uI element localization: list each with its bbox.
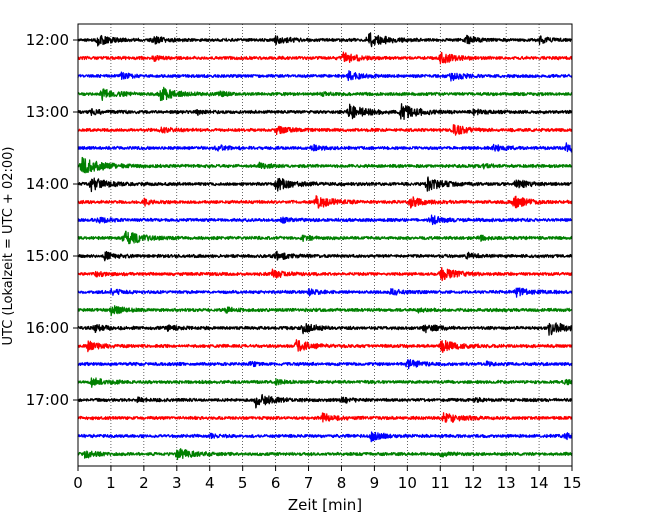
seismogram-trace: [77, 176, 573, 193]
y-tick-label: 14:00: [26, 175, 69, 193]
x-tick-label: 13: [497, 474, 516, 492]
x-tick-label: 7: [304, 474, 314, 492]
seismogram-trace: [77, 412, 573, 423]
y-axis-ticks: 12:00 13:00 14:00 15:00 16:00 17:00: [26, 31, 78, 409]
seismogram-trace: [77, 339, 573, 353]
y-tick-label: 17:00: [26, 391, 69, 409]
x-tick-label: 4: [205, 474, 215, 492]
seismogram-trace: [77, 70, 573, 82]
x-axis-ticks: 0 1 2 3 4 5 6 7 8 9 10 11 12 13 14 15: [73, 466, 582, 492]
seismogram-trace: [77, 86, 573, 102]
y-tick-label: 16:00: [26, 319, 69, 337]
seismogram-trace: [77, 322, 573, 336]
y-axis-label: UTC (Lokalzeit = UTC + 02:00): [1, 147, 16, 346]
seismogram-trace: [77, 393, 573, 409]
x-tick-label: 12: [464, 474, 483, 492]
x-tick-label: 14: [530, 474, 549, 492]
x-tick-label: 0: [73, 474, 83, 492]
seismogram-trace: [77, 359, 573, 370]
x-tick-label: 10: [398, 474, 417, 492]
seismogram-traces: [77, 32, 573, 461]
seismogram-trace: [77, 287, 573, 298]
seismogram-trace: [77, 103, 573, 120]
x-tick-label: 5: [238, 474, 248, 492]
x-axis-label: Zeit [min]: [288, 496, 362, 514]
y-tick-label: 15:00: [26, 247, 69, 265]
x-tick-label: 9: [370, 474, 380, 492]
seismogram-trace: [77, 266, 573, 282]
seismogram-trace: [77, 32, 573, 48]
x-tick-label: 1: [106, 474, 116, 492]
seismogram-trace: [77, 230, 573, 245]
x-tick-label: 11: [431, 474, 450, 492]
seismogram-trace: [77, 51, 573, 65]
seismogram-trace: [77, 377, 573, 388]
seismogram-trace: [77, 431, 573, 443]
seismogram-trace: [77, 142, 573, 153]
x-tick-label: 8: [337, 474, 347, 492]
seismogram-trace: [77, 448, 573, 461]
x-tick-label: 15: [562, 474, 581, 492]
x-tick-label: 3: [172, 474, 182, 492]
seismogram-trace: [77, 156, 573, 174]
seismogram-trace: [77, 124, 573, 136]
seismogram-trace: [77, 305, 573, 317]
x-tick-label: 2: [139, 474, 149, 492]
seismogram-trace: [77, 250, 573, 262]
y-tick-label: 13:00: [26, 103, 69, 121]
seismogram-trace: [77, 214, 573, 226]
x-tick-label: 6: [271, 474, 281, 492]
plot-frame: [77, 23, 573, 467]
y-tick-label: 12:00: [26, 31, 69, 49]
seismogram-trace: [77, 195, 573, 209]
